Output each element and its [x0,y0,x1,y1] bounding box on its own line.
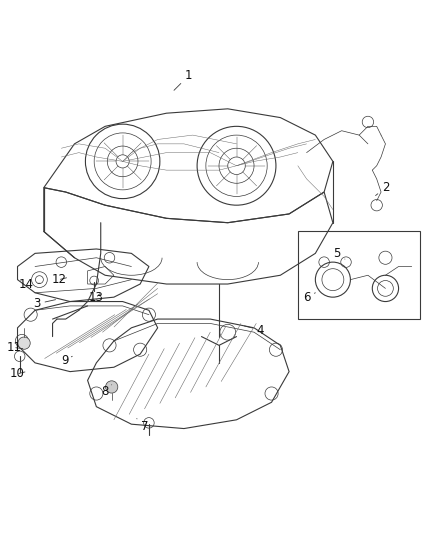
Text: 7: 7 [137,418,148,433]
Circle shape [18,337,30,349]
Text: 13: 13 [89,290,104,304]
Text: 3: 3 [34,297,56,310]
Circle shape [106,381,118,393]
Text: 8: 8 [102,385,112,398]
Text: 14: 14 [19,278,40,290]
Text: 9: 9 [61,354,72,367]
Text: 1: 1 [174,69,192,90]
Text: 6: 6 [303,290,315,304]
Text: 10: 10 [10,367,25,381]
Text: 12: 12 [52,273,67,286]
Text: 5: 5 [334,247,345,260]
Text: 2: 2 [375,181,389,196]
Text: 11: 11 [7,341,23,354]
Text: 4: 4 [244,324,265,336]
